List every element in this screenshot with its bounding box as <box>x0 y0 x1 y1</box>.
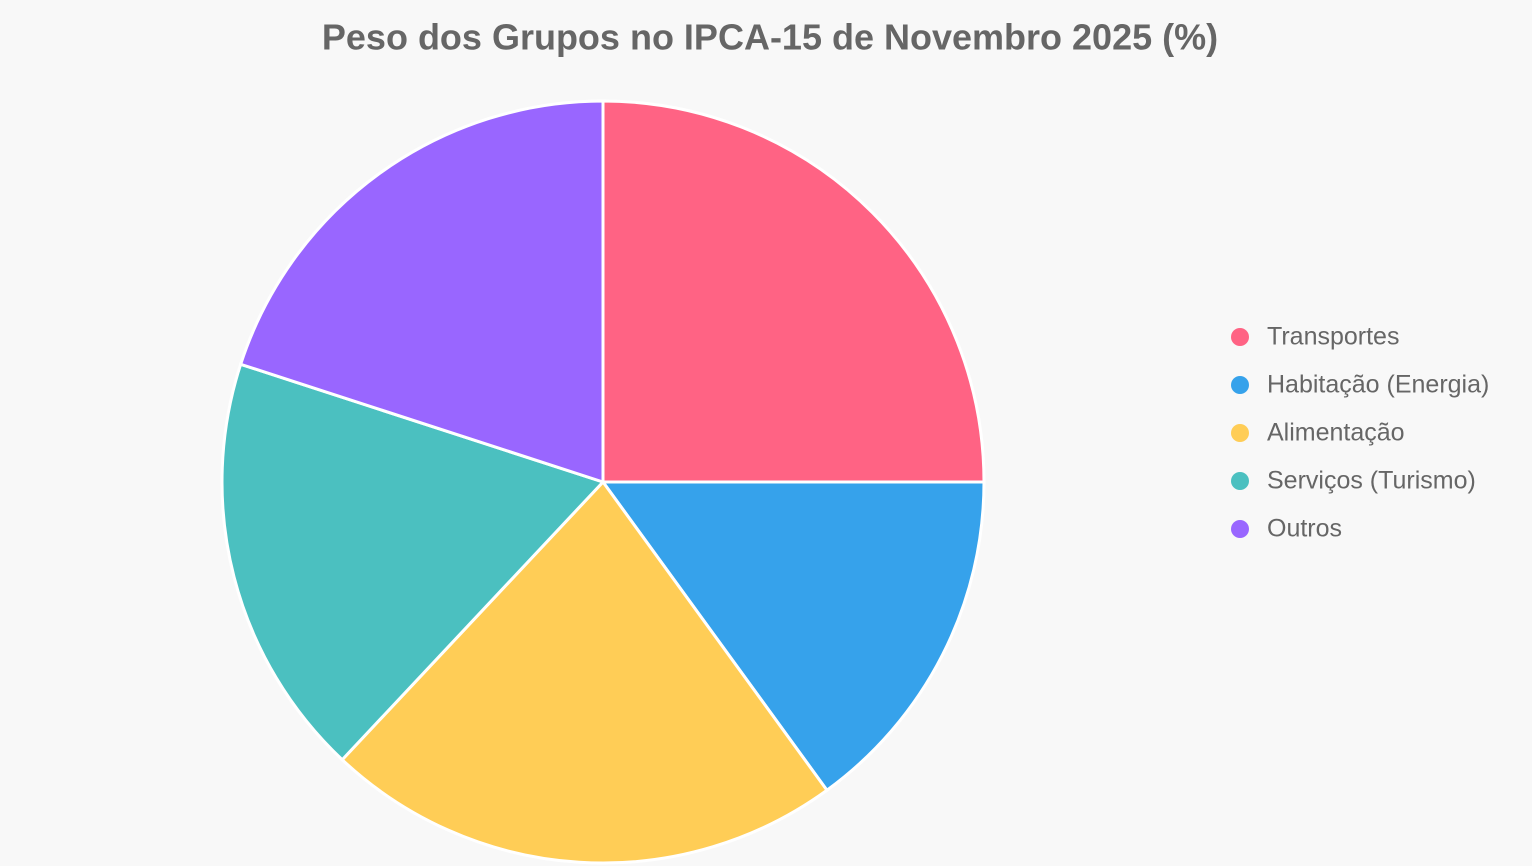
legend-label[interactable]: Habitação (Energia) <box>1267 371 1489 399</box>
legend-label[interactable]: Serviços (Turismo) <box>1267 467 1476 495</box>
pie-slice <box>220 362 606 762</box>
legend-label[interactable]: Outros <box>1267 515 1342 543</box>
chart-title: Peso dos Grupos no IPCA-15 de Novembro 2… <box>322 17 1218 58</box>
legend-marker <box>1231 520 1249 538</box>
pie <box>220 99 986 865</box>
legend-marker <box>1231 424 1249 442</box>
legend-marker <box>1231 376 1249 394</box>
legend-label[interactable]: Alimentação <box>1267 419 1405 447</box>
legend: Transportes Habitação (Energia) Alimentaçã… <box>1231 323 1489 543</box>
pie-slice <box>238 99 605 485</box>
pie-slice <box>600 480 986 793</box>
pie-slice <box>340 479 830 865</box>
pie-slice <box>601 99 986 484</box>
legend-label[interactable]: Transportes <box>1267 323 1399 351</box>
legend-marker <box>1231 328 1249 346</box>
legend-marker <box>1231 472 1249 490</box>
